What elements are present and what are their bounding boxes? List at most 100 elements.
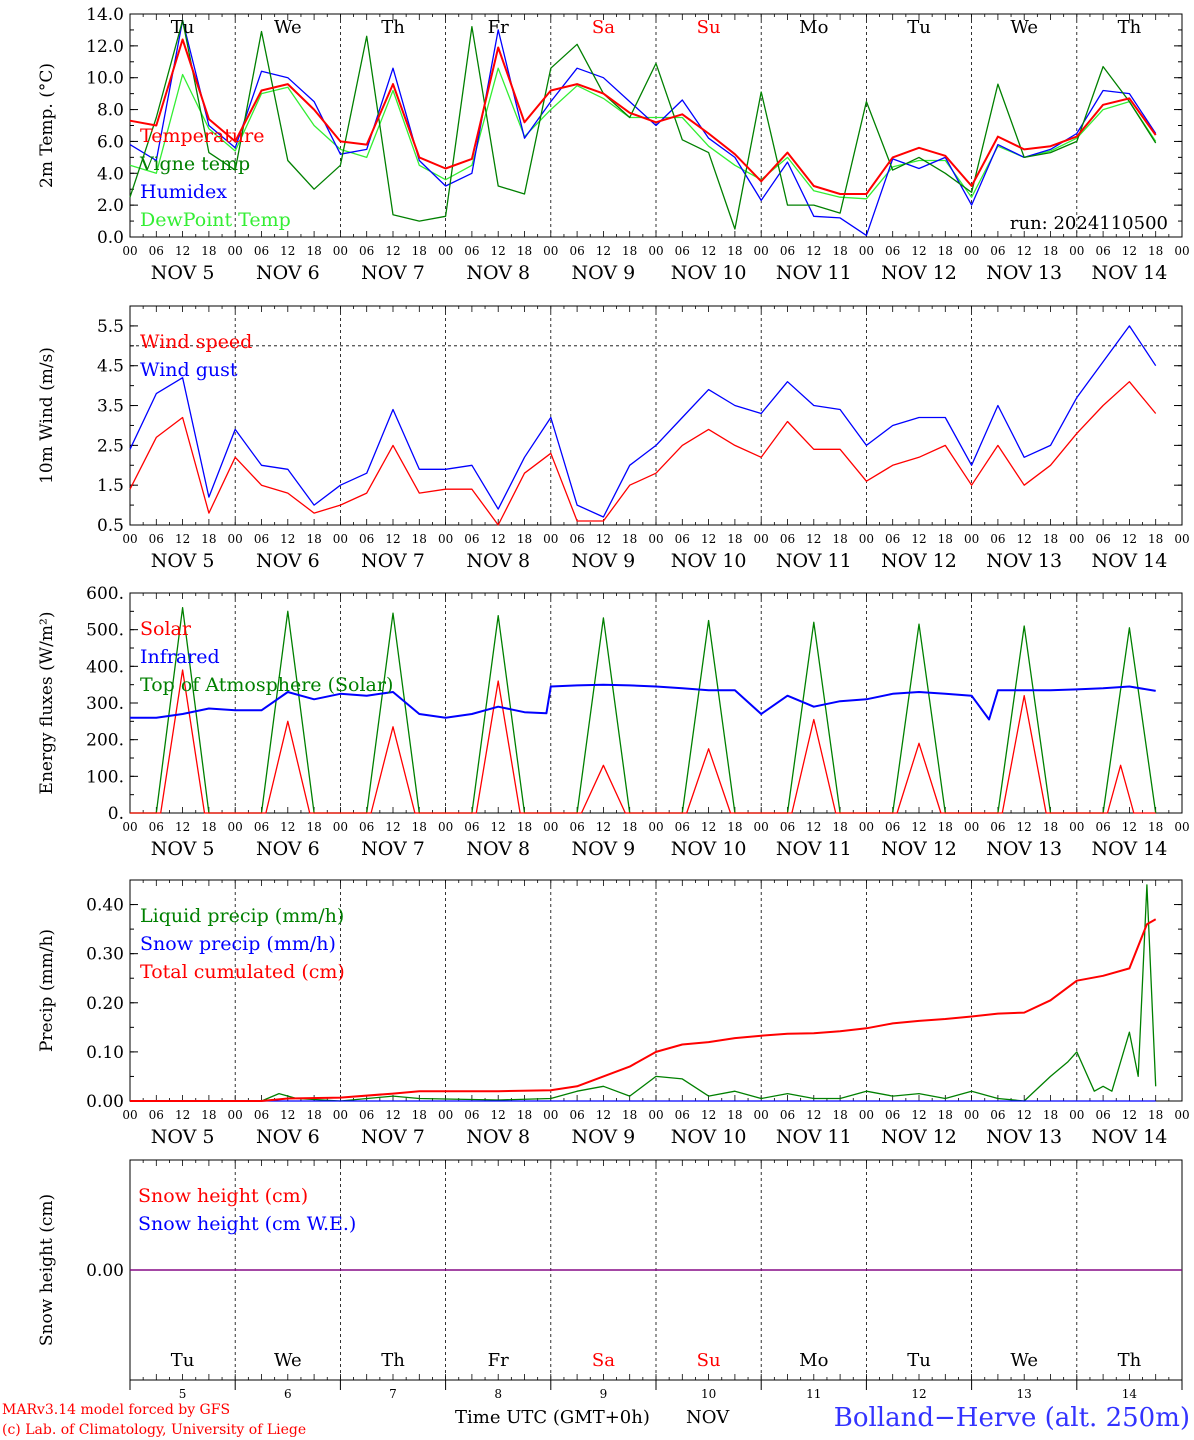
date-label: NOV 12 — [881, 1126, 957, 1148]
hour-label: 00 — [228, 244, 243, 258]
hour-label: 06 — [464, 1108, 479, 1122]
hour-label: 18 — [622, 244, 637, 258]
hour-label: 00 — [228, 1108, 243, 1122]
day-name: We — [1010, 17, 1038, 38]
lab-credit: (c) Lab. of Climatology, University of L… — [2, 1422, 306, 1438]
hour-label: 06 — [885, 1108, 900, 1122]
series-line-2 — [130, 607, 1157, 814]
hour-label: 18 — [1148, 1108, 1163, 1122]
hour-label: 12 — [701, 820, 716, 834]
series-line-0 — [129, 38, 1157, 195]
hour-label: 00 — [964, 1108, 979, 1122]
date-label: NOV 9 — [572, 1126, 636, 1148]
legend-entry: Top of Atmosphere (Solar) — [140, 674, 393, 696]
hour-label: 06 — [359, 1108, 374, 1122]
hour-label: 00 — [333, 1108, 348, 1122]
hour-label: 00 — [1174, 820, 1189, 834]
series-line-0 — [130, 669, 1156, 814]
date-label: NOV 13 — [986, 1126, 1062, 1148]
date-label: NOV 10 — [671, 838, 747, 860]
day-number: 7 — [389, 1387, 397, 1401]
hour-label: 00 — [543, 820, 558, 834]
hour-label: 06 — [569, 532, 584, 546]
hour-label: 06 — [149, 532, 164, 546]
date-label: NOV 14 — [1091, 262, 1167, 284]
footer: MARv3.14 model forced by GFS (c) Lab. of… — [2, 1402, 1190, 1438]
y-tick-label: 4.0 — [97, 164, 124, 184]
hour-label: 18 — [622, 820, 637, 834]
hour-label: 18 — [832, 1108, 847, 1122]
panel-2: 0.5 1.5 2.5 3.5 4.5 5.5 10m Wind (m/s) Wind spe… — [37, 305, 1190, 572]
hour-label: 18 — [1043, 1108, 1058, 1122]
hour-label: 12 — [1017, 820, 1032, 834]
day-name: Sa — [592, 17, 615, 38]
y-axis-title: 2m Temp. (°C) — [37, 63, 57, 188]
hour-label: 18 — [1043, 820, 1058, 834]
legend-entry: Vigne temp — [139, 153, 250, 175]
hour-label: 00 — [1069, 1108, 1084, 1122]
hour-label: 18 — [727, 244, 742, 258]
y-tick-label: 0. — [108, 804, 124, 824]
day-name: Th — [381, 17, 405, 38]
date-label: NOV 5 — [151, 262, 215, 284]
hour-label: 18 — [938, 532, 953, 546]
hour-label: 12 — [280, 532, 295, 546]
hour-label: 18 — [832, 244, 847, 258]
date-label: NOV 14 — [1091, 1126, 1167, 1148]
series-line-1 — [129, 325, 1157, 518]
hour-label: 12 — [596, 532, 611, 546]
hour-label: 06 — [254, 532, 269, 546]
date-label: NOV 11 — [776, 1126, 852, 1148]
date-label: NOV 11 — [776, 262, 852, 284]
hour-label: 12 — [280, 1108, 295, 1122]
legend-entry: Total cumulated (cm) — [140, 961, 345, 983]
hour-label: 06 — [780, 532, 795, 546]
date-label: NOV 6 — [256, 838, 320, 860]
series-line-1 — [130, 683, 1156, 721]
day-name: Sa — [592, 1350, 615, 1371]
hour-label: 12 — [701, 532, 716, 546]
hour-label: 06 — [1095, 532, 1110, 546]
day-name: We — [274, 17, 302, 38]
hour-label: 00 — [859, 1108, 874, 1122]
hour-label: 12 — [911, 532, 926, 546]
hour-label: 00 — [859, 820, 874, 834]
day-name: Su — [697, 17, 721, 38]
hour-label: 18 — [832, 820, 847, 834]
hour-label: 06 — [359, 244, 374, 258]
hour-label: 12 — [385, 820, 400, 834]
hour-label: 06 — [1095, 1108, 1110, 1122]
series-line-2 — [130, 918, 1157, 1102]
hour-label: 00 — [543, 244, 558, 258]
y-tick-label: 12.0 — [86, 37, 124, 57]
hour-label: 12 — [491, 532, 506, 546]
y-tick-label: 300. — [86, 694, 124, 714]
date-label: NOV 7 — [361, 838, 425, 860]
legend-entry: Liquid precip (mm/h) — [140, 905, 344, 927]
plots-layer: 0.0 2.0 4.0 6.0 8.0 10.0 12.0 14.0 2m Temp. (°C)… — [37, 5, 1190, 1401]
hour-label: 18 — [412, 820, 427, 834]
y-tick-label: 0.30 — [86, 945, 124, 965]
date-label: NOV 13 — [986, 262, 1062, 284]
hour-label: 06 — [569, 1108, 584, 1122]
date-label: NOV 10 — [671, 550, 747, 572]
hour-label: 06 — [149, 820, 164, 834]
legend-entry: Humidex — [140, 181, 227, 203]
y-tick-label: 0.20 — [86, 994, 124, 1014]
hour-label: 12 — [1122, 1108, 1137, 1122]
day-name: Mo — [799, 1350, 828, 1371]
y-tick-label: 2.0 — [97, 196, 124, 216]
hour-label: 18 — [727, 820, 742, 834]
hour-label: 00 — [1174, 1108, 1189, 1122]
legend-entry: Infrared — [140, 646, 220, 668]
hour-label: 06 — [990, 244, 1005, 258]
hour-label: 18 — [306, 1108, 321, 1122]
hour-label: 00 — [754, 1108, 769, 1122]
hour-label: 12 — [280, 820, 295, 834]
hour-label: 12 — [596, 1108, 611, 1122]
hour-label: 18 — [938, 820, 953, 834]
hour-label: 00 — [754, 820, 769, 834]
date-label: NOV 10 — [671, 1126, 747, 1148]
hour-label: 06 — [359, 820, 374, 834]
day-name: We — [274, 1350, 302, 1371]
